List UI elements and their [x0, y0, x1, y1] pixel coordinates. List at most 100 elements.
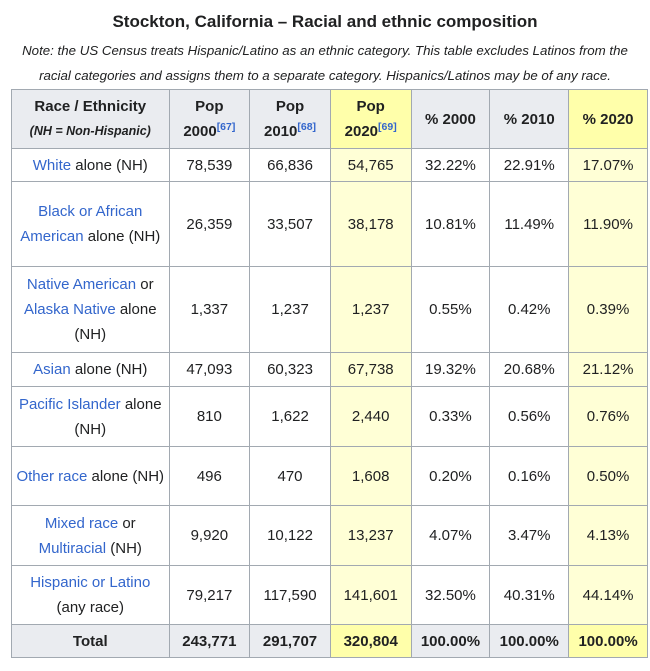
- pop2020-cell: 141,601: [329, 565, 412, 625]
- race-suffix: alone (NH): [74, 395, 162, 438]
- pop2010-cell: 10,122: [249, 505, 331, 566]
- race-link[interactable]: Other race: [16, 467, 88, 485]
- race-link[interactable]: Pacific Islander: [18, 395, 121, 413]
- ref-67-link[interactable]: [67]: [216, 121, 236, 133]
- pop2000-cell: 26,359: [168, 181, 251, 267]
- race-suffix: alone (NH): [74, 301, 157, 343]
- ref-68-link[interactable]: [68]: [297, 121, 317, 133]
- table-row: Mixed race or Multiracial (NH) 9,920 10,…: [11, 505, 648, 566]
- table-row: Hispanic or Latino (any race) 79,217 117…: [11, 565, 648, 625]
- race-suffix: (NH): [106, 539, 142, 557]
- pop2020-cell: 1,608: [329, 446, 412, 506]
- table-row: Black or African American alone (NH) 26,…: [11, 181, 648, 267]
- pop2000-cell: 79,217: [168, 565, 251, 625]
- pct2020-cell: 17.07%: [568, 148, 648, 182]
- pct2020-cell: 44.14%: [568, 565, 648, 625]
- pop2010-cell: 60,323: [249, 352, 331, 387]
- table-note: Note: the US Census treats Hispanic/Lati…: [22, 43, 628, 83]
- pop2010-cell: 117,590: [249, 565, 331, 625]
- header-pct2020: % 2020: [568, 89, 648, 149]
- race-cell: White alone (NH): [11, 148, 170, 182]
- pct2010-cell: 20.68%: [489, 352, 570, 387]
- total-pct2010: 100.00%: [489, 624, 570, 658]
- header-race-label: Race / Ethnicity: [34, 98, 147, 115]
- pct2010-cell: 0.16%: [489, 446, 570, 506]
- table-row: White alone (NH) 78,539 66,836 54,765 32…: [11, 148, 648, 182]
- pct2020-cell: 0.50%: [568, 446, 648, 506]
- header-pop2010-label: Pop 2010: [263, 98, 305, 140]
- table-row: Native American or Alaska Native alone (…: [11, 266, 648, 353]
- pct2000-cell: 4.07%: [410, 505, 491, 566]
- pct2020-cell: 21.12%: [568, 352, 648, 387]
- pop2000-cell: 9,920: [168, 505, 251, 566]
- pct2000-cell: 0.33%: [410, 386, 491, 447]
- race-suffix: alone (NH): [70, 361, 148, 378]
- pct2010-cell: 22.91%: [489, 148, 570, 182]
- pop2020-cell: 38,178: [329, 181, 412, 267]
- total-pop2000: 243,771: [168, 624, 251, 658]
- race-cell: Native American or Alaska Native alone (…: [11, 266, 170, 353]
- total-pct2020: 100.00%: [568, 624, 648, 658]
- header-pct2000: % 2000: [410, 89, 491, 149]
- race-link[interactable]: White: [32, 156, 72, 174]
- table-caption: Stockton, California – Racial and ethnic…: [112, 12, 538, 31]
- table-row: Pacific Islander alone (NH) 810 1,622 2,…: [11, 386, 648, 447]
- pct2000-cell: 0.20%: [410, 446, 491, 506]
- pct2010-cell: 3.47%: [489, 505, 570, 566]
- pop2010-cell: 66,836: [249, 148, 331, 182]
- race-link[interactable]: Black or African American: [20, 203, 143, 245]
- race-suffix: alone (NH): [87, 467, 165, 485]
- pop2020-cell: 13,237: [329, 505, 412, 566]
- race-link-2[interactable]: Alaska Native: [23, 301, 116, 318]
- race-link[interactable]: Mixed race: [44, 514, 119, 532]
- pct2010-cell: 11.49%: [489, 181, 570, 267]
- race-cell: Black or African American alone (NH): [11, 181, 170, 267]
- total-row: Total 243,771 291,707 320,804 100.00% 10…: [11, 624, 648, 658]
- pop2020-cell: 1,237: [329, 266, 412, 353]
- pop2000-cell: 47,093: [168, 352, 251, 387]
- race-cell: Pacific Islander alone (NH): [11, 386, 170, 447]
- pct2000-cell: 32.22%: [410, 148, 491, 182]
- pct2000-cell: 0.55%: [410, 266, 491, 353]
- total-pop2020: 320,804: [329, 624, 412, 658]
- pop2010-cell: 1,622: [249, 386, 331, 447]
- race-link[interactable]: Hispanic or Latino: [30, 574, 151, 591]
- header-row: Race / Ethnicity (NH = Non-Hispanic) Pop…: [11, 89, 648, 149]
- total-pop2010: 291,707: [249, 624, 331, 658]
- pop2020-cell: 2,440: [329, 386, 412, 447]
- demographics-table: Race / Ethnicity (NH = Non-Hispanic) Pop…: [11, 89, 648, 658]
- pct2020-cell: 0.76%: [568, 386, 648, 447]
- pop2000-cell: 78,539: [168, 148, 251, 182]
- race-cell: Other race alone (NH): [11, 446, 170, 506]
- pop2020-cell: 54,765: [329, 148, 412, 182]
- race-cell: Hispanic or Latino (any race): [11, 565, 170, 625]
- pop2010-cell: 470: [249, 446, 331, 506]
- race-link[interactable]: Native American: [26, 276, 137, 293]
- pct2020-cell: 11.90%: [568, 181, 648, 267]
- race-link[interactable]: Asian: [33, 361, 71, 378]
- pop2000-cell: 810: [168, 386, 251, 447]
- header-pop2020-label: Pop 2020: [344, 98, 385, 140]
- race-suffix: (any race): [56, 599, 125, 616]
- total-pct2000: 100.00%: [410, 624, 491, 658]
- pct2010-cell: 40.31%: [489, 565, 570, 625]
- header-pop2000-label: Pop 2000: [183, 98, 224, 140]
- race-mid: or: [118, 514, 136, 532]
- pop2000-cell: 1,337: [168, 266, 251, 353]
- ref-69-link[interactable]: [69]: [378, 121, 397, 133]
- race-cell: Asian alone (NH): [11, 352, 170, 387]
- pop2010-cell: 33,507: [249, 181, 331, 267]
- race-suffix: alone (NH): [71, 156, 148, 174]
- pop2020-cell: 67,738: [329, 352, 412, 387]
- pct2010-cell: 0.56%: [489, 386, 570, 447]
- pct2000-cell: 10.81%: [410, 181, 491, 267]
- pct2020-cell: 4.13%: [568, 505, 648, 566]
- total-label: Total: [11, 624, 170, 658]
- race-cell: Mixed race or Multiracial (NH): [11, 505, 170, 566]
- pct2000-cell: 19.32%: [410, 352, 491, 387]
- pop2000-cell: 496: [168, 446, 251, 506]
- race-link-2[interactable]: Multiracial: [38, 539, 107, 557]
- pct2020-cell: 0.39%: [568, 266, 648, 353]
- header-race: Race / Ethnicity (NH = Non-Hispanic): [11, 89, 170, 149]
- header-pop2000: Pop 2000[67]: [168, 89, 251, 149]
